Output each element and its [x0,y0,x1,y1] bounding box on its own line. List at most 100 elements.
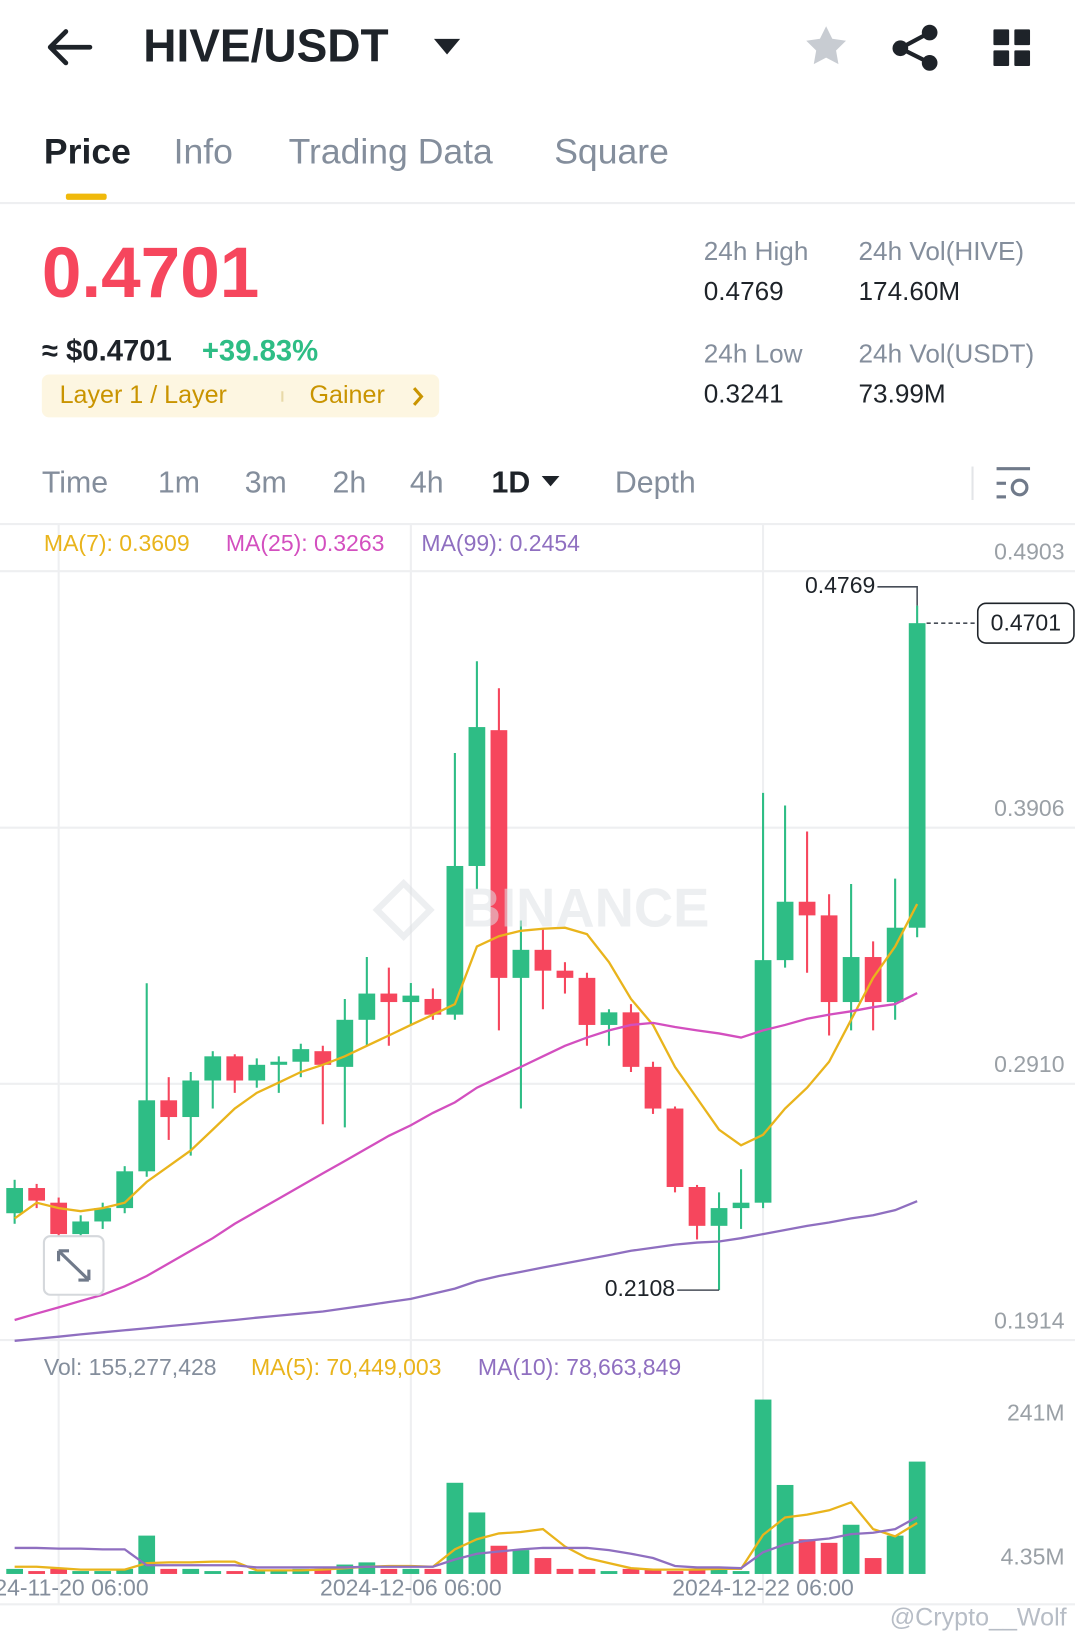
volume-bar [160,1568,178,1574]
ma-legend: MA(7): 0.3609 [44,530,190,556]
volume-tick-label: 4.35M [1001,1543,1065,1569]
high-label: 0.4769 [805,572,875,598]
candle-body [358,993,376,1020]
volume-bar [710,1566,728,1574]
stat-label: 24h Vol(USDT) [859,339,1035,369]
ma-line [14,992,918,1322]
volume-ma-line [14,1500,918,1572]
candle-body [50,1202,68,1235]
volume-bar [50,1568,68,1574]
volume-bar [556,1568,574,1574]
pair-title[interactable]: HIVE/USDT [143,19,388,71]
volume-bar [534,1558,552,1574]
share-icon[interactable] [892,24,938,71]
user-watermark: @Crypto__Wolf [890,1604,1067,1632]
layout-icon[interactable] [993,29,1031,67]
volume-bar [402,1568,420,1574]
low-label: 0.2108 [605,1275,675,1301]
tag[interactable]: Gainer [310,381,385,409]
volume-bar [886,1535,904,1574]
candle-body [688,1186,706,1226]
stats: 24h High 0.4769 24h Vol(HIVE) 174.60M 24h Lo… [704,236,1034,408]
candle-body [468,727,486,866]
y-tick-label: 0.4903 [994,539,1064,565]
volume-bar [248,1571,266,1574]
tab[interactable]: Square [554,131,669,171]
stat-label: 24h High [704,236,809,266]
volume-bar [644,1568,662,1574]
interval-dropdown[interactable] [541,475,560,487]
candle-body [578,977,596,1025]
candle-body [512,949,530,978]
ma-line [13,903,919,1220]
y-tick-label: 0.1914 [994,1307,1065,1333]
candle-body [248,1064,266,1081]
stat-value: 0.4769 [704,276,784,306]
volume-bar [116,1568,134,1574]
candle-body [160,1100,178,1118]
x-tick-label: 2024-12-22 06:00 [672,1575,854,1601]
last-price-label: 0.4701 [991,609,1061,635]
favorite-star[interactable] [806,26,846,65]
volume-bar [842,1524,860,1574]
interval[interactable]: Depth [615,466,696,499]
interval[interactable]: 3m [245,466,287,499]
tab[interactable]: Trading Data [289,131,493,171]
candle-body [270,1061,288,1065]
volume-bar [270,1571,288,1574]
chart-settings-icon[interactable] [996,467,1031,499]
stat-label: 24h Low [704,339,803,369]
interval[interactable]: 4h [410,466,444,499]
candle-body [380,993,398,1003]
y-tick-label: 0.3906 [994,795,1064,821]
volume-bar [204,1571,222,1574]
volume-bar [6,1568,24,1574]
volume-ma-legend: MA(10): 78,663,849 [478,1354,681,1380]
last-price-box [976,602,1075,644]
ma-legend: MA(99): 0.2454 [421,530,580,556]
back-button[interactable] [47,29,93,66]
candle-body [204,1056,222,1081]
interval[interactable]: 1D [491,466,530,499]
interval[interactable]: 2h [333,466,367,499]
ma-legend: MA(25): 0.3263 [226,530,385,556]
volume-bar [226,1571,244,1574]
volume-legend: Vol: 155,277,428 [44,1354,217,1380]
tab-indicator [65,193,107,200]
volume-bar [776,1484,794,1574]
price-change: +39.83% [202,334,318,367]
candle-body [446,865,464,1015]
expand-button[interactable] [42,1235,105,1296]
volume-ma-legend: MA(5): 70,449,003 [251,1354,442,1380]
volume-bar [358,1562,376,1574]
candle-body [94,1208,112,1222]
candle-body [182,1080,200,1118]
volume-bar [314,1568,332,1574]
volume-bar [138,1535,156,1574]
candle-body [886,927,904,1003]
tag[interactable]: Layer 1 / Layer [60,381,227,409]
tab[interactable]: Price [44,131,131,171]
pair-dropdown[interactable] [433,38,461,55]
volume-bar [28,1571,46,1574]
x-tick-label: 2024-12-06 06:00 [320,1575,502,1601]
volume-bar [94,1571,112,1574]
volume-bar [732,1571,750,1574]
tag-pill[interactable] [41,374,440,418]
interval-bar: Time 1m 3m 2h 4h 1D Depth [42,466,696,499]
candle-body [754,960,772,1203]
interval[interactable]: 1m [158,466,200,499]
candle-body [842,957,860,1003]
interval[interactable]: Time [42,466,108,499]
candle-body [908,623,926,928]
candle-body [424,998,442,1015]
tab[interactable]: Info [174,131,233,171]
volume-bar [182,1568,200,1574]
last-price: 0.4701 [42,234,259,313]
volume-bar [468,1512,486,1574]
candle-body [72,1221,90,1235]
high-pointer [877,586,918,606]
volume-bar [446,1482,464,1574]
volume-bar [666,1571,684,1574]
